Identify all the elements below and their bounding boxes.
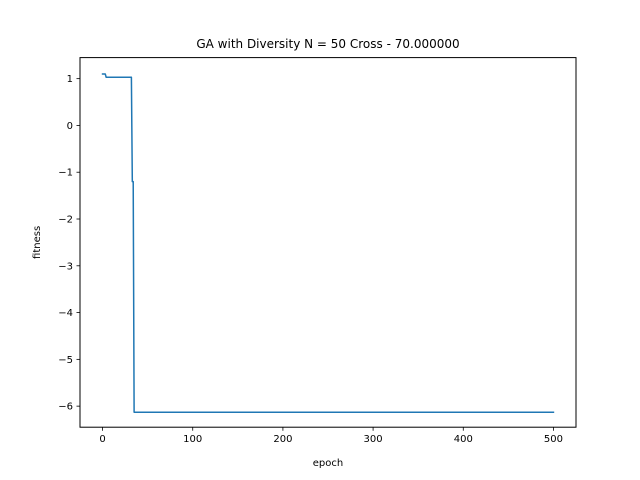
plot-frame [79, 57, 577, 428]
x-tick-label: 0 [99, 434, 105, 445]
y-tick-label: −5 [58, 355, 73, 366]
chart-title: GA with Diversity N = 50 Cross - 70.0000… [196, 37, 459, 51]
x-axis-ticks: 0 100 200 300 400 500 [99, 427, 563, 445]
x-tick-label: 400 [454, 434, 473, 445]
x-tick-label: 100 [183, 434, 202, 445]
y-tick-label: −1 [58, 168, 73, 179]
series-layer [101, 73, 555, 413]
y-axis-label: fitness [32, 226, 43, 259]
y-tick-label: −2 [58, 215, 73, 226]
y-tick-label: −4 [58, 308, 73, 319]
x-tick-label: 300 [364, 434, 383, 445]
y-tick-label: −6 [58, 402, 73, 413]
y-axis-ticks: 1 0 −1 −2 −3 −4 −5 −6 [58, 74, 80, 413]
series-line-0 [101, 73, 555, 413]
y-tick-label: 1 [67, 74, 73, 85]
y-tick-label: 0 [67, 121, 73, 132]
x-tick-label: 200 [273, 434, 292, 445]
x-tick-label: 500 [544, 434, 563, 445]
x-axis-label: epoch [313, 458, 343, 469]
y-tick-label: −3 [58, 261, 73, 272]
